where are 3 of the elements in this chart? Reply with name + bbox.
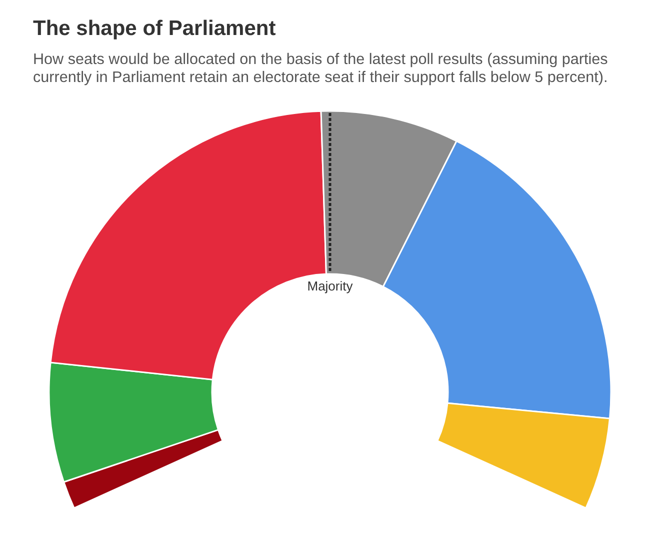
text: Majority [307,278,354,294]
chart-subtitle: How seats would be allocated on the basis of the latest poll results (assuming parties currently in Parliament retain an electorate seat if their support falls below 5 percent). [33,51,609,87]
chart-title: The shape of Parliament [33,17,276,41]
